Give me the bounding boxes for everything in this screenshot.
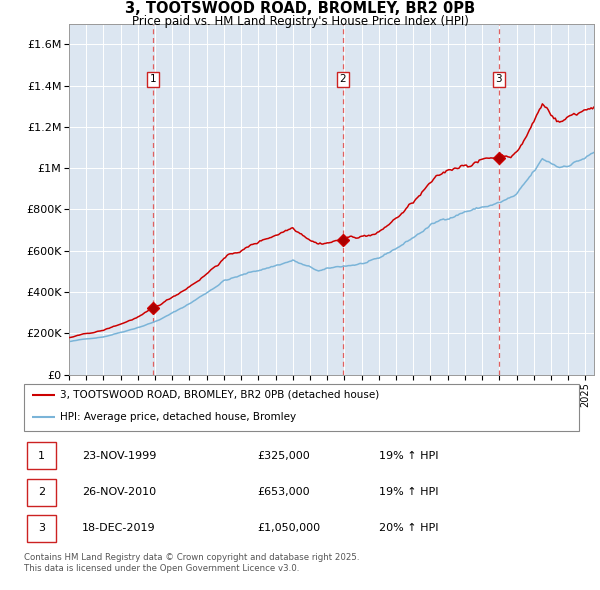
Text: 18-DEC-2019: 18-DEC-2019 (82, 523, 156, 533)
Text: 3: 3 (496, 74, 502, 84)
Text: 3, TOOTSWOOD ROAD, BROMLEY, BR2 0PB (detached house): 3, TOOTSWOOD ROAD, BROMLEY, BR2 0PB (det… (60, 390, 379, 400)
Text: HPI: Average price, detached house, Bromley: HPI: Average price, detached house, Brom… (60, 412, 296, 422)
Text: 23-NOV-1999: 23-NOV-1999 (82, 451, 157, 461)
FancyBboxPatch shape (27, 442, 56, 470)
Text: 19% ↑ HPI: 19% ↑ HPI (379, 451, 439, 461)
Text: Contains HM Land Registry data © Crown copyright and database right 2025.
This d: Contains HM Land Registry data © Crown c… (24, 553, 359, 573)
Text: 3, TOOTSWOOD ROAD, BROMLEY, BR2 0PB: 3, TOOTSWOOD ROAD, BROMLEY, BR2 0PB (125, 1, 475, 16)
Text: £1,050,000: £1,050,000 (257, 523, 320, 533)
FancyBboxPatch shape (27, 515, 56, 542)
Text: £325,000: £325,000 (257, 451, 310, 461)
FancyBboxPatch shape (27, 478, 56, 506)
Text: £653,000: £653,000 (257, 487, 310, 497)
Text: 1: 1 (38, 451, 45, 461)
Text: 26-NOV-2010: 26-NOV-2010 (82, 487, 157, 497)
Text: 1: 1 (150, 74, 157, 84)
Text: 2: 2 (38, 487, 45, 497)
Text: Price paid vs. HM Land Registry's House Price Index (HPI): Price paid vs. HM Land Registry's House … (131, 15, 469, 28)
Text: 20% ↑ HPI: 20% ↑ HPI (379, 523, 439, 533)
Text: 3: 3 (38, 523, 45, 533)
Text: 19% ↑ HPI: 19% ↑ HPI (379, 487, 439, 497)
Text: 2: 2 (340, 74, 346, 84)
FancyBboxPatch shape (24, 384, 579, 431)
